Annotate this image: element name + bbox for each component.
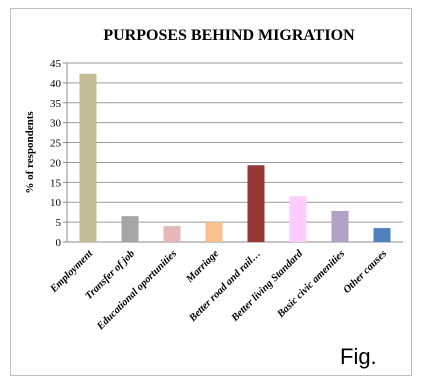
bar-8 (373, 228, 391, 242)
y-tick-label-35: 35 (50, 98, 62, 110)
x-tick-label-4: Marriage (184, 248, 222, 286)
chart-title: PURPOSES BEHIND MIGRATION (103, 27, 355, 44)
bar-1 (79, 73, 97, 243)
y-tick-label-10: 10 (50, 197, 62, 209)
chart-frame: PURPOSES BEHIND MIGRATION 0 5 10 15 20 25 30 35 4… (10, 8, 412, 376)
x-tick-label-5: Better road and rail… (187, 248, 263, 324)
bar-6 (289, 196, 307, 242)
bar-7 (331, 210, 349, 242)
y-tick-label-45: 45 (50, 58, 62, 70)
bar-3 (163, 226, 181, 242)
y-tick-label-40: 40 (50, 78, 62, 90)
y-tick-label-25: 25 (50, 138, 62, 150)
y-tick-label-5: 5 (56, 217, 62, 229)
figure-label: Fig. (340, 344, 377, 369)
y-tick-label-20: 20 (50, 157, 62, 169)
bar-5 (247, 165, 265, 242)
y-axis-label: % of respondents (24, 111, 36, 194)
y-tick-label-15: 15 (50, 177, 62, 189)
bar-2 (121, 216, 139, 242)
x-tick-label-3: Educational oportunities (95, 248, 180, 333)
bar-4 (205, 222, 223, 242)
x-tick-label-6: Better living Standard (229, 248, 306, 325)
y-tick-label-30: 30 (50, 118, 62, 130)
y-tick-label-0: 0 (56, 237, 62, 249)
x-tick-label-8: Other causes (342, 248, 390, 296)
chart-svg: PURPOSES BEHIND MIGRATION 0 5 10 15 20 25 30 35 4… (24, 27, 403, 333)
